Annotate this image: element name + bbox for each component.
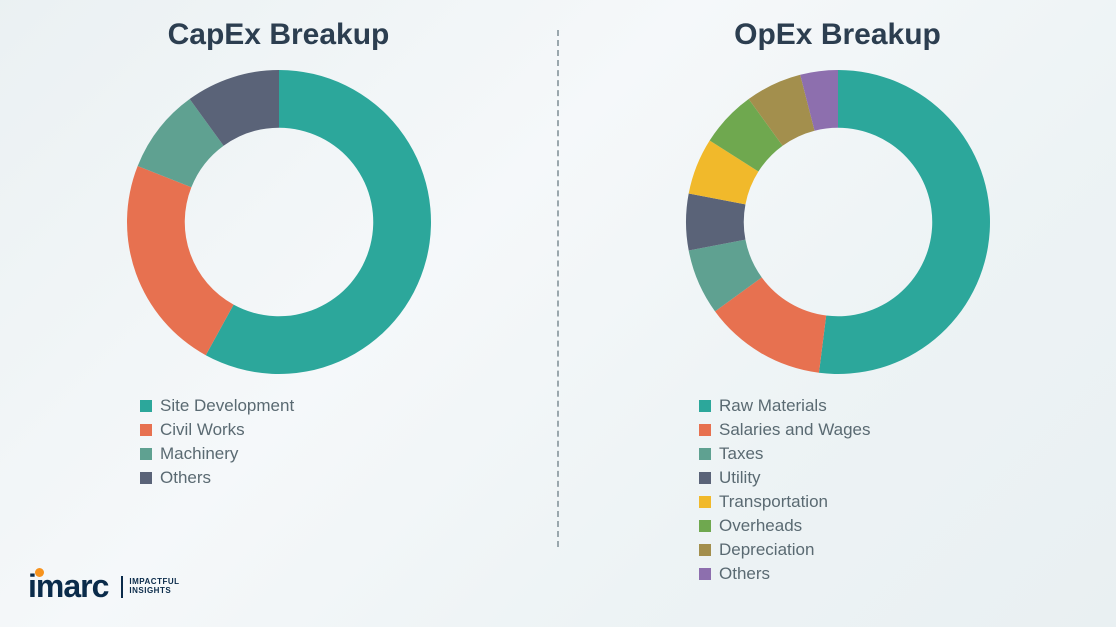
legend-item: Others	[699, 564, 871, 584]
legend-item: Site Development	[140, 396, 294, 416]
opex-panel: OpEx Breakup Raw Materials Salaries and W…	[559, 0, 1116, 627]
legend-swatch	[699, 544, 711, 556]
legend-swatch	[140, 472, 152, 484]
legend-item: Others	[140, 468, 294, 488]
legend-swatch	[699, 448, 711, 460]
opex-title: OpEx Breakup	[734, 18, 941, 52]
capex-donut	[119, 62, 439, 382]
legend-label: Depreciation	[719, 540, 814, 560]
legend-swatch	[699, 568, 711, 580]
legend-label: Others	[160, 468, 211, 488]
legend-label: Taxes	[719, 444, 763, 464]
legend-swatch	[699, 400, 711, 412]
opex-legend: Raw Materials Salaries and Wages Taxes Util…	[699, 392, 871, 588]
legend-label: Utility	[719, 468, 761, 488]
legend-item: Machinery	[140, 444, 294, 464]
logo-tagline: IMPACTFUL INSIGHTS	[129, 578, 179, 596]
legend-item: Utility	[699, 468, 871, 488]
legend-item: Depreciation	[699, 540, 871, 560]
capex-title: CapEx Breakup	[168, 18, 390, 52]
main-container: CapEx Breakup Site Development Civil Work…	[0, 0, 1116, 627]
legend-item: Transportation	[699, 492, 871, 512]
legend-swatch	[140, 424, 152, 436]
legend-label: Transportation	[719, 492, 828, 512]
opex-donut	[678, 62, 998, 382]
capex-donut-svg	[119, 62, 439, 382]
capex-panel: CapEx Breakup Site Development Civil Work…	[0, 0, 557, 627]
legend-item: Civil Works	[140, 420, 294, 440]
legend-swatch	[699, 496, 711, 508]
legend-swatch	[140, 400, 152, 412]
legend-item: Raw Materials	[699, 396, 871, 416]
legend-label: Others	[719, 564, 770, 584]
legend-label: Civil Works	[160, 420, 245, 440]
logo-separator	[121, 576, 123, 598]
legend-swatch	[699, 424, 711, 436]
donut-slice	[818, 70, 989, 374]
brand-logo: imarc IMPACTFUL INSIGHTS	[28, 568, 180, 605]
legend-swatch	[699, 472, 711, 484]
legend-swatch	[140, 448, 152, 460]
legend-label: Salaries and Wages	[719, 420, 871, 440]
donut-slice	[127, 166, 234, 355]
legend-swatch	[699, 520, 711, 532]
legend-item: Salaries and Wages	[699, 420, 871, 440]
legend-label: Site Development	[160, 396, 294, 416]
legend-item: Overheads	[699, 516, 871, 536]
legend-label: Machinery	[160, 444, 238, 464]
legend-item: Taxes	[699, 444, 871, 464]
opex-donut-svg	[678, 62, 998, 382]
legend-label: Overheads	[719, 516, 802, 536]
legend-label: Raw Materials	[719, 396, 827, 416]
capex-legend: Site Development Civil Works Machinery Othe…	[140, 392, 294, 492]
